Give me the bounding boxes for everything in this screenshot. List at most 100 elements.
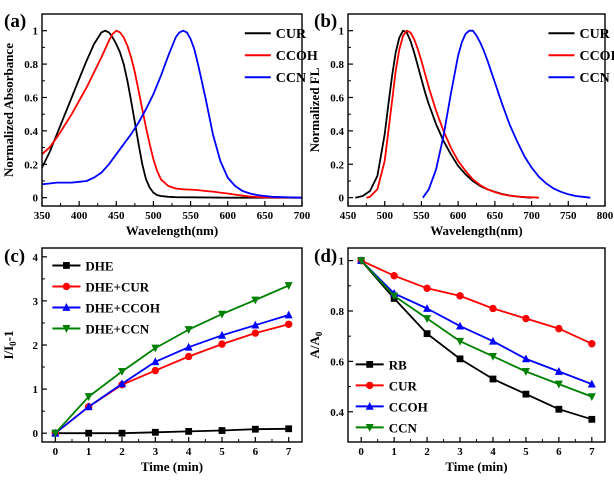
legend-marker <box>63 262 70 269</box>
series-line <box>54 323 289 434</box>
data-point <box>218 310 226 319</box>
x-tick-label: 0 <box>358 446 364 458</box>
data-point <box>184 342 193 351</box>
x-tick-label: 550 <box>413 210 430 222</box>
data-point <box>587 393 596 402</box>
series-line <box>360 259 593 398</box>
data-point <box>85 429 93 437</box>
legend-marker <box>365 424 374 432</box>
x-tick-label: 1 <box>86 446 92 458</box>
data-point <box>456 321 465 330</box>
x-tick-label: 700 <box>523 210 540 222</box>
legend: RB CUR CCOH CCN <box>355 357 428 435</box>
legend-label: RB <box>389 357 407 372</box>
x-tick-label: 3 <box>457 446 463 458</box>
series-line <box>422 29 591 199</box>
y-tick-label: 0.2 <box>330 159 344 171</box>
data-point <box>251 320 260 329</box>
chart-panel-1: 350 400 450 500 550 600 650 700 0 0.2 0.4 0.6 0.8 1 Wa… <box>1 11 318 238</box>
legend: CUR CCOH CCN <box>548 27 614 86</box>
y-tick-label: 2 <box>33 340 39 352</box>
y-tick-label: 0.4 <box>330 126 344 138</box>
legend-label: CCOH <box>389 399 428 414</box>
data-point <box>521 368 530 376</box>
x-axis-label: Wavelength(nm) <box>126 223 218 238</box>
series-line <box>360 259 593 385</box>
data-point <box>588 415 596 423</box>
x-axis-label: Time (min) <box>445 459 507 474</box>
x-tick-label: 5 <box>523 446 529 458</box>
x-tick-label: 4 <box>186 446 192 458</box>
x-tick-label: 750 <box>560 210 577 222</box>
series-line <box>41 29 303 199</box>
x-tick-label: 600 <box>450 210 467 222</box>
x-tick-label: 700 <box>294 210 311 222</box>
chart-panel-4: 0 1 2 3 4 5 6 7 0.4 0.6 0.8 1 Time (min) A/A0 (d) RB CUR… <box>307 246 606 474</box>
y-tick-label: 0.6 <box>330 356 344 368</box>
data-point <box>522 314 530 323</box>
panel-label: (a) <box>4 11 26 32</box>
data-point <box>151 344 160 353</box>
x-tick-label: 500 <box>376 210 393 222</box>
data-point <box>488 336 497 345</box>
data-point <box>285 425 293 433</box>
y-axis-label: A/A0 <box>307 331 324 358</box>
data-point <box>522 390 530 398</box>
series-line <box>55 427 289 435</box>
series-line <box>360 259 593 345</box>
series-line <box>41 29 303 199</box>
y-tick-label: 0.8 <box>24 59 38 71</box>
data-point <box>456 337 465 346</box>
data-point <box>218 330 226 339</box>
x-tick-label: 6 <box>556 446 562 458</box>
data-point <box>489 375 497 383</box>
legend-label: DHE+CUR <box>85 279 149 294</box>
plot-frame <box>347 247 606 443</box>
legend-label: CCOH <box>276 49 318 64</box>
data-point <box>555 405 563 413</box>
legend-label: CUR <box>579 27 610 42</box>
series-line <box>360 260 593 421</box>
legend-marker <box>366 361 374 368</box>
legend-label: CUR <box>276 27 307 42</box>
data-point <box>284 320 293 328</box>
y-tick-label: 0 <box>339 193 345 205</box>
x-tick-label: 450 <box>108 210 125 222</box>
y-tick-label: 1 <box>33 384 39 396</box>
y-tick-label: 1 <box>339 256 345 268</box>
data-point <box>218 427 226 434</box>
x-tick-label: 650 <box>257 210 274 222</box>
series-line <box>366 29 539 199</box>
chart-panel-2: 450 500 550 600 650 700 750 800 0 0.2 0.4 0.6 0.8 1 Wa… <box>307 11 614 238</box>
y-tick-label: 0.6 <box>24 92 38 104</box>
x-tick-label: 600 <box>219 210 236 222</box>
x-tick-label: 2 <box>424 446 430 458</box>
y-tick-label: 3 <box>33 296 39 308</box>
legend-marker <box>366 381 374 390</box>
data-point <box>423 330 431 338</box>
x-tick-label: 7 <box>286 446 292 458</box>
data-point <box>118 368 126 376</box>
series-line <box>54 314 289 434</box>
x-tick-label: 4 <box>490 446 496 458</box>
legend-label: DHE+CCN <box>85 321 149 336</box>
x-tick-label: 2 <box>119 446 125 458</box>
data-point <box>251 329 260 337</box>
legend-marker <box>62 282 71 291</box>
plot-frame <box>347 13 606 207</box>
legend-label: CCN <box>579 71 609 86</box>
data-point <box>521 354 530 363</box>
data-point <box>84 402 93 411</box>
panel-label: (b) <box>314 11 337 32</box>
data-point <box>423 304 432 312</box>
x-tick-label: 400 <box>71 210 88 222</box>
x-tick-label: 650 <box>487 210 504 222</box>
data-point <box>218 340 226 348</box>
data-point <box>390 292 399 301</box>
data-point <box>456 355 464 363</box>
y-tick-label: 1 <box>339 26 345 38</box>
y-tick-label: 0.8 <box>330 59 344 71</box>
legend-marker <box>365 402 374 410</box>
y-axis-label: Normalized Absorbance <box>1 43 16 177</box>
